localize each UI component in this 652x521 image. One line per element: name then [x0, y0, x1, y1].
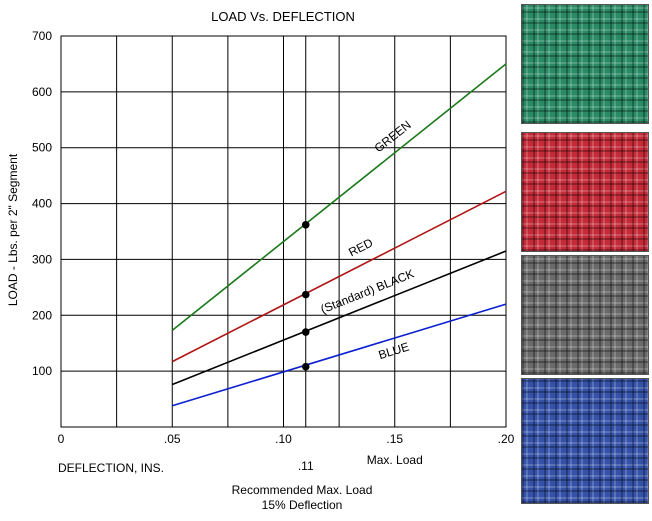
x-tick-label: 0 [58, 432, 65, 446]
series-line [171, 190, 507, 363]
x-tick-labels: 0 .05 .10 .15 .20 [58, 432, 515, 446]
red-swatch [521, 132, 649, 252]
y-axis-label: LOAD - Lbs. per 2" Segment [6, 153, 20, 306]
series-label: RED [346, 235, 375, 259]
black-swatch [521, 255, 649, 375]
x-tick-label: .20 [498, 432, 515, 446]
series-marker [301, 328, 310, 336]
series-line [171, 250, 507, 386]
chart-grid [61, 36, 506, 427]
x-tick-label: .10 [275, 432, 292, 446]
y-tick-label: 300 [32, 252, 52, 266]
series-label: (Standard) BLACK [319, 266, 416, 316]
series-marker [301, 220, 310, 229]
y-tick-label: 500 [32, 141, 52, 155]
y-tick-label: 700 [32, 29, 52, 43]
series-line [172, 303, 507, 407]
chart-title: LOAD Vs. DEFLECTION [211, 9, 355, 24]
y-tick-labels: 100 200 300 400 500 600 700 [32, 29, 52, 378]
green-swatch [521, 4, 649, 124]
recommended-max-load-label: Recommended Max. Load [232, 483, 373, 497]
series-label: BLUE [377, 340, 411, 363]
series-labels: GREEN RED (Standard) BLACK BLUE [319, 118, 416, 362]
recommended-deflection-percent-label: 15% Deflection [262, 498, 343, 512]
series-group [171, 63, 507, 407]
series-line [171, 63, 507, 331]
x-axis-label: DEFLECTION, INS. [58, 461, 164, 475]
plot-frame [60, 35, 507, 428]
series-label: GREEN [372, 118, 414, 156]
y-tick-label: 600 [32, 85, 52, 99]
series-marker [301, 290, 310, 299]
blue-swatch [521, 378, 649, 504]
max-load-label: Max. Load [367, 453, 423, 467]
y-tick-label: 100 [32, 364, 52, 378]
x-tick-label: .05 [164, 432, 181, 446]
y-tick-label: 400 [32, 197, 52, 211]
x-tick-label: .15 [386, 432, 403, 446]
series-marker [301, 362, 310, 371]
y-tick-label: 200 [32, 308, 52, 322]
recommended-deflection-label: .11 [298, 459, 314, 473]
